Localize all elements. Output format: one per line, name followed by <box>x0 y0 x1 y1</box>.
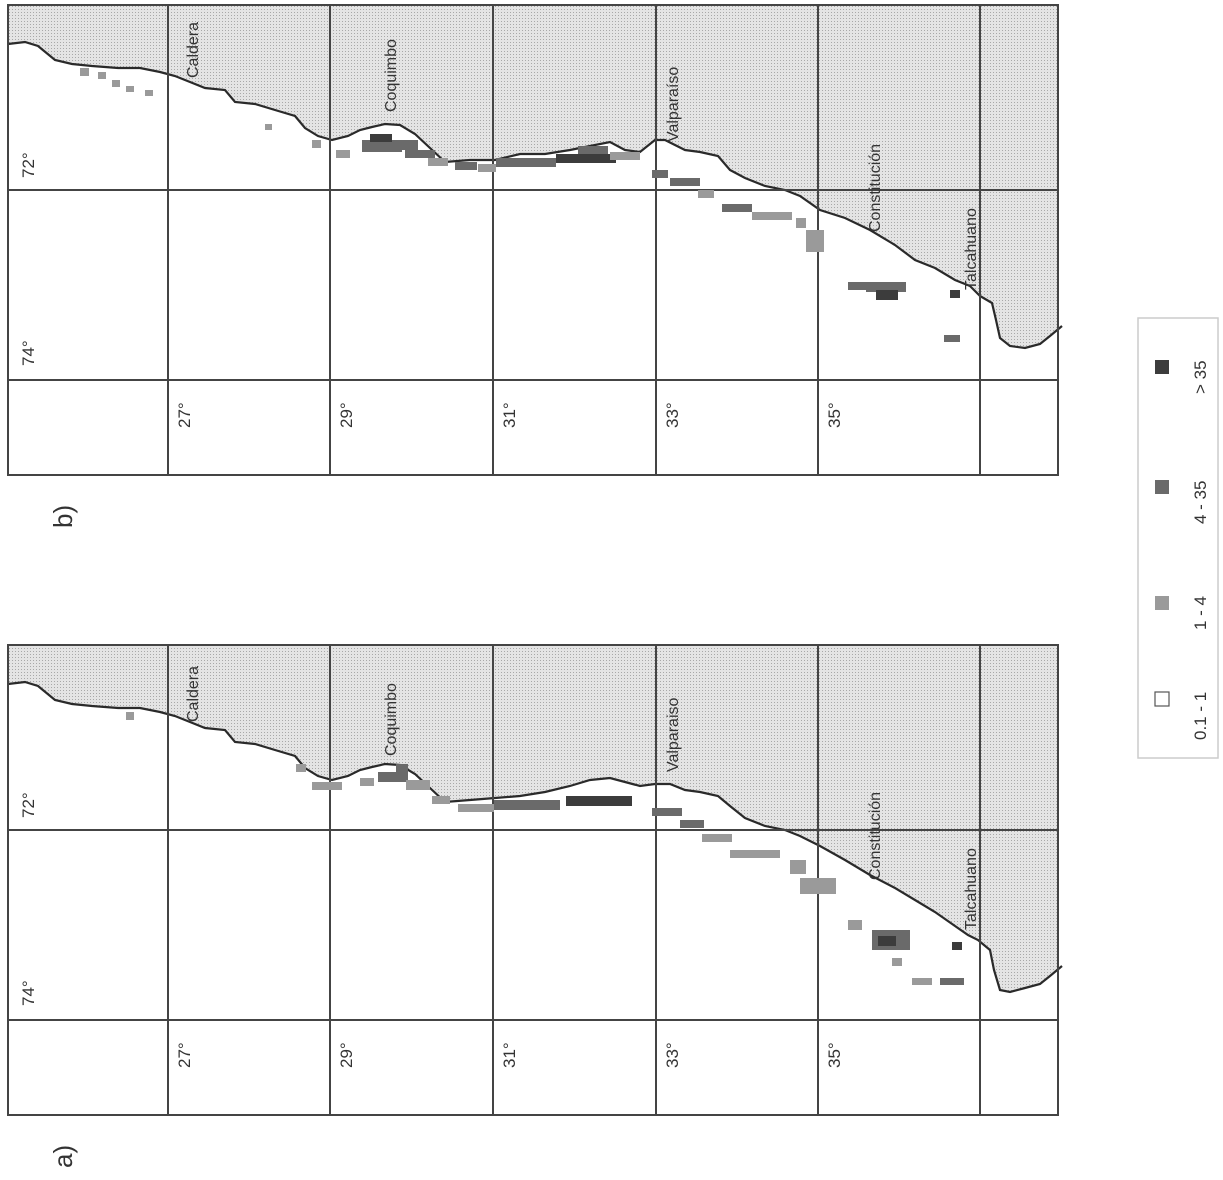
place-caldera-b: Caldera <box>185 22 202 78</box>
legend-label-3: > 35 <box>1191 360 1210 394</box>
legend: 0.1 - 1 1 - 4 4 - 35 > 35 <box>1137 317 1219 759</box>
place-caldera-a: Caldera <box>185 666 202 722</box>
lat-label-29-b: 29° <box>337 402 356 428</box>
legend-swatch-1 <box>1155 596 1169 610</box>
legend-swatch-2 <box>1155 480 1169 494</box>
legend-box <box>1137 317 1219 759</box>
lat-label-33-b: 33° <box>663 402 682 428</box>
lat-label-31-a: 31° <box>500 1042 519 1068</box>
grid-b <box>8 5 1058 475</box>
coastline-a <box>7 680 1063 994</box>
land-a <box>8 645 1058 992</box>
place-constitucion-b: Constitución <box>867 144 884 232</box>
grid-a <box>8 645 1058 1115</box>
panel-label-a: a) <box>48 1145 78 1168</box>
coastline-b <box>7 40 1063 350</box>
place-valparaiso-a: Valparaiso <box>665 697 682 772</box>
lat-label-35-b: 35° <box>825 402 844 428</box>
place-coquimbo-b: Coquimbo <box>383 39 400 112</box>
legend-label-0: 0.1 - 1 <box>1191 692 1210 740</box>
lat-label-27-b: 27° <box>175 402 194 428</box>
lat-label-33-a: 33° <box>663 1042 682 1068</box>
catch-cells-a <box>126 712 964 985</box>
place-coquimbo-a: Coquimbo <box>383 683 400 756</box>
panel-b: b) 74° 72° 27° 29° 31° 33° 35° Caldera C… <box>7 4 1063 528</box>
legend-label-2: 4 - 35 <box>1191 481 1210 524</box>
panel-label-b: b) <box>48 505 78 528</box>
lon-label-72-a: 72° <box>19 792 38 818</box>
lat-label-35-a: 35° <box>825 1042 844 1068</box>
panel-a: a) 74° 72° 27° 29° 31° 33° 35° Caldera C… <box>7 644 1063 1168</box>
place-constitucion-a: Constitución <box>867 792 884 880</box>
land-b <box>8 5 1058 348</box>
lon-label-74-b: 74° <box>19 340 38 366</box>
lat-label-29-a: 29° <box>337 1042 356 1068</box>
lon-label-72-b: 72° <box>19 152 38 178</box>
frame-b <box>7 4 1059 476</box>
legend-label-1: 1 - 4 <box>1191 596 1210 630</box>
frame-a <box>7 644 1059 1116</box>
legend-swatch-3 <box>1155 360 1169 374</box>
lat-label-31-b: 31° <box>500 402 519 428</box>
lat-label-27-a: 27° <box>175 1042 194 1068</box>
place-valparaiso-b: Valparaíso <box>665 67 682 142</box>
place-talcahuano-b: Talcahuano <box>963 208 980 290</box>
catch-cells-b <box>80 68 960 342</box>
lon-label-74-a: 74° <box>19 980 38 1006</box>
place-talcahuano-a: Talcahuano <box>963 848 980 930</box>
legend-swatch-0 <box>1154 691 1170 707</box>
